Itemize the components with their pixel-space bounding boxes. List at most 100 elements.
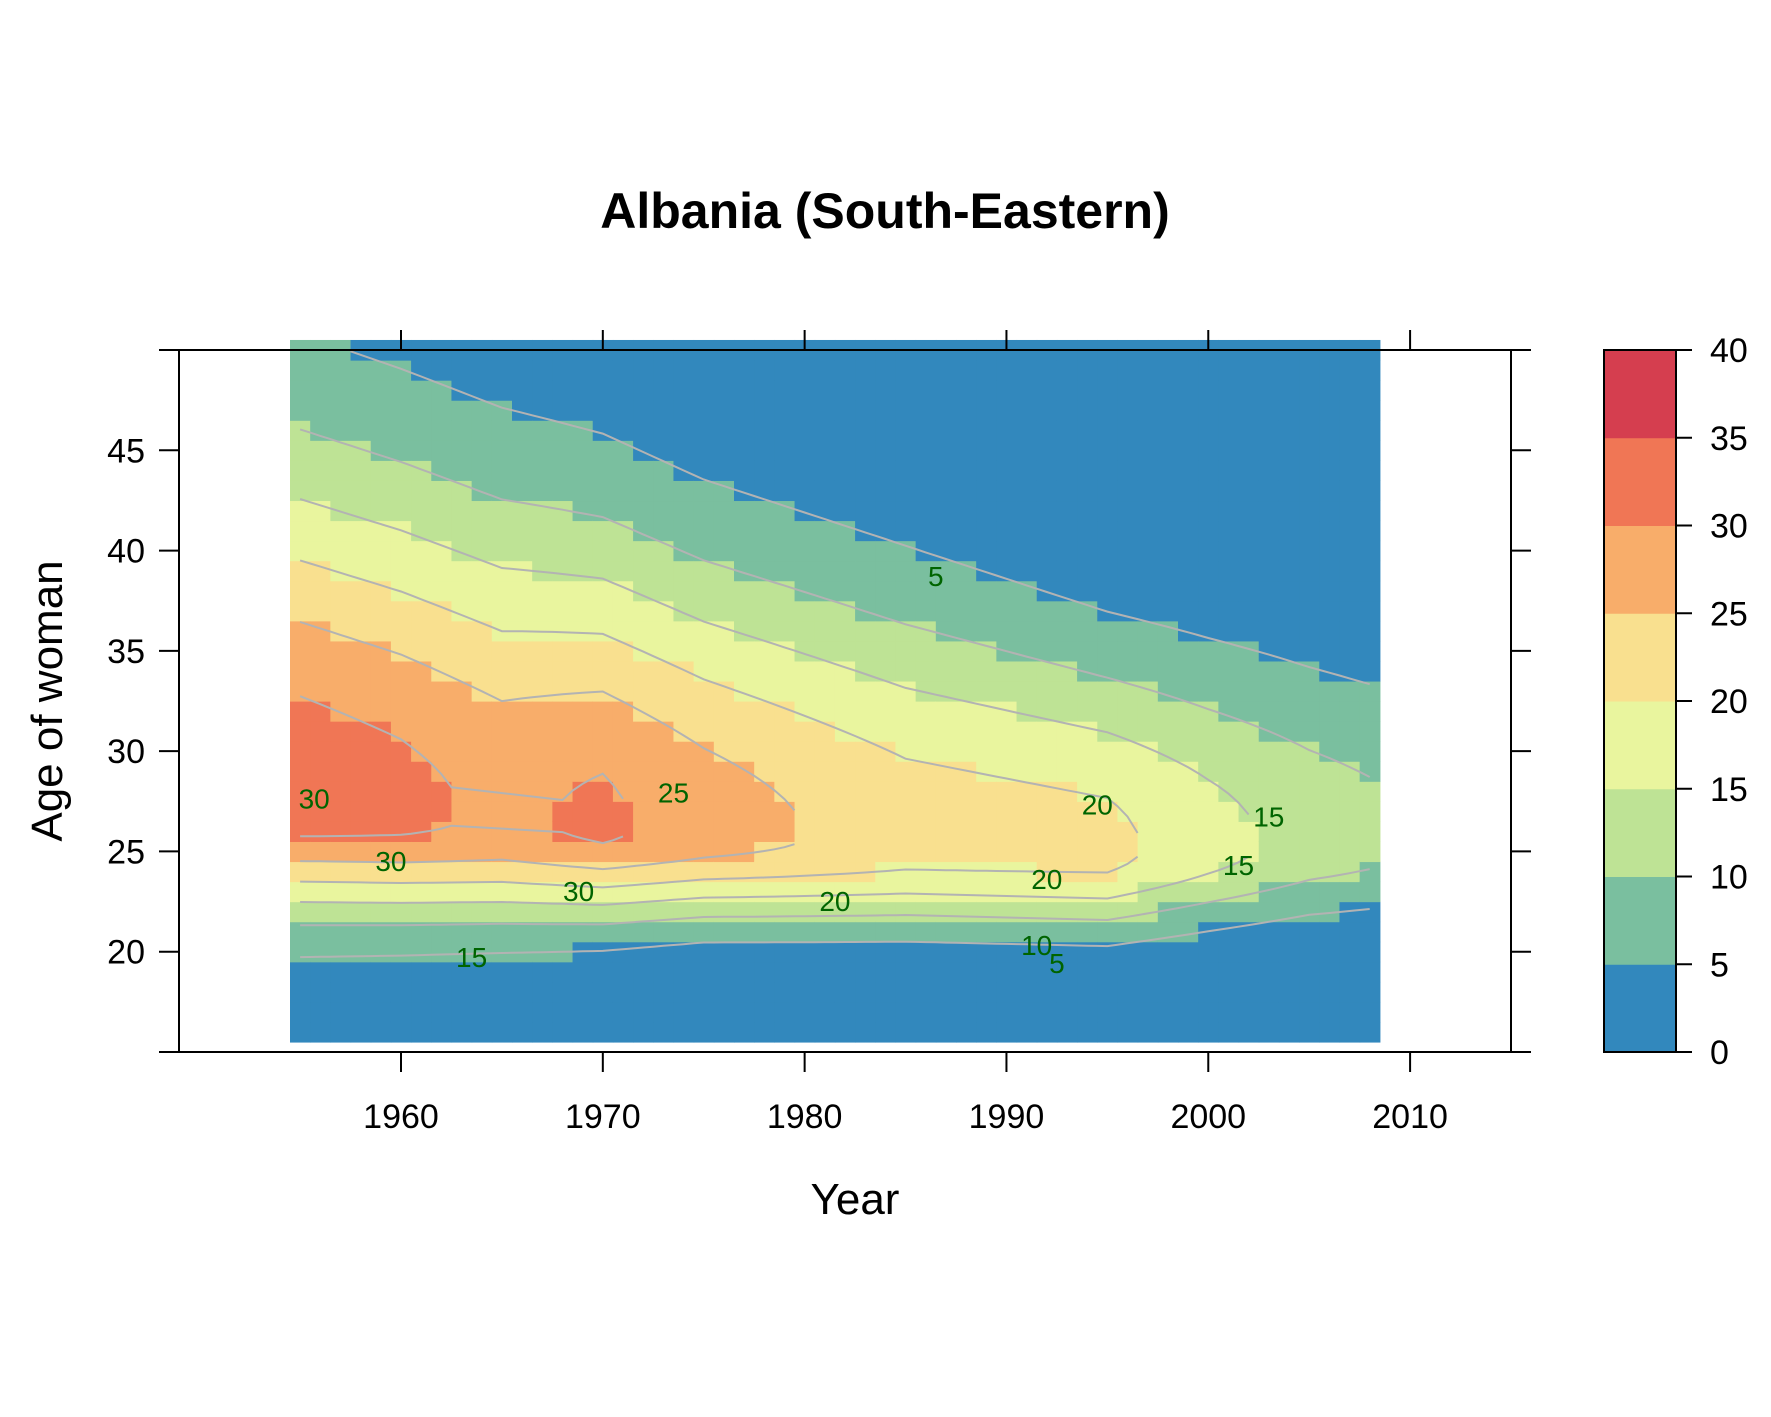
heatmap-cell (956, 520, 977, 542)
heatmap-cell (350, 660, 372, 682)
heatmap-cell (1056, 380, 1078, 401)
heatmap-cell (310, 821, 331, 842)
heatmap-cell (855, 821, 876, 842)
heatmap-cell (1137, 781, 1159, 802)
heatmap-cell (734, 620, 755, 642)
heatmap-cell (1036, 801, 1058, 822)
heatmap-cell (895, 400, 917, 421)
heatmap-cell (673, 981, 695, 1003)
heatmap-cell (713, 1001, 735, 1023)
heatmap-cell (1238, 540, 1260, 562)
heatmap-cell (1137, 500, 1159, 522)
heatmap-cell (1056, 480, 1078, 502)
heatmap-cell (290, 440, 311, 461)
heatmap-cell (572, 721, 594, 742)
heatmap-cell (1056, 420, 1078, 441)
heatmap-cell (976, 981, 997, 1003)
heatmap-cell (1198, 520, 1219, 542)
heatmap-cell (996, 560, 1018, 582)
heatmap-cell (1238, 841, 1260, 863)
heatmap-cell (1097, 901, 1119, 923)
heatmap-cell (1178, 600, 1199, 622)
heatmap-cell (1238, 580, 1260, 602)
heatmap-cell (552, 680, 574, 702)
heatmap-cell (1238, 881, 1260, 903)
heatmap-cell (734, 821, 755, 842)
heatmap-cell (431, 1001, 453, 1023)
heatmap-cell (653, 480, 675, 502)
heatmap-cell (431, 881, 453, 903)
heatmap-cell (834, 580, 856, 602)
heatmap-cell (1258, 660, 1280, 682)
heatmap-cell (1097, 560, 1119, 582)
heatmap-cell (814, 701, 836, 722)
heatmap-cell (996, 1001, 1018, 1023)
heatmap-cell (1339, 540, 1361, 562)
heatmap-cell (1299, 961, 1320, 983)
heatmap-cell (1036, 420, 1058, 441)
heatmap-cell (956, 400, 977, 421)
heatmap-cell (693, 600, 715, 622)
heatmap-cell (814, 480, 836, 502)
heatmap-cell (855, 741, 876, 762)
heatmap-cell (330, 981, 352, 1003)
heatmap-cell (471, 380, 493, 401)
heatmap-cell (370, 801, 392, 822)
heatmap-cell (592, 600, 614, 622)
heatmap-cell (734, 520, 755, 542)
heatmap-cell (1238, 680, 1260, 702)
heatmap-cell (1278, 981, 1300, 1003)
heatmap-cell (976, 841, 997, 863)
heatmap-cell (390, 440, 412, 461)
heatmap-cell (512, 420, 533, 441)
heatmap-cell (915, 520, 937, 542)
heatmap-cell (1157, 580, 1179, 602)
heatmap-cell (834, 1021, 856, 1043)
heatmap-cell (310, 660, 331, 682)
heatmap-cell (754, 400, 775, 421)
heatmap-cell (1299, 741, 1320, 762)
heatmap-cell (996, 1021, 1018, 1043)
heatmap-cell (1238, 460, 1260, 481)
heatmap-cell (996, 881, 1018, 903)
heatmap-cell (612, 420, 634, 441)
heatmap-cell (1198, 480, 1219, 502)
heatmap-cell (875, 620, 897, 642)
heatmap-cell (814, 620, 836, 642)
heatmap-cell (1258, 460, 1280, 481)
heatmap-cell (673, 660, 695, 682)
heatmap-cell (1218, 360, 1240, 381)
heatmap-cell (612, 520, 634, 542)
heatmap-cell (1299, 420, 1320, 441)
heatmap-cell (1278, 660, 1300, 682)
heatmap-cell (976, 941, 997, 963)
heatmap-cell (996, 500, 1018, 522)
heatmap-cell (330, 1001, 352, 1023)
heatmap-cell (491, 761, 513, 782)
heatmap-cell (612, 680, 634, 702)
heatmap-cell (774, 560, 796, 582)
heatmap-cell (653, 861, 675, 883)
heatmap-cell (1198, 701, 1219, 722)
legend-swatch (1604, 525, 1676, 614)
heatmap-cell (1278, 420, 1300, 441)
heatmap-cell (1056, 660, 1078, 682)
heatmap-cell (451, 620, 473, 642)
heatmap-cell (855, 801, 876, 822)
heatmap-cell (915, 941, 937, 963)
heatmap-cell (1278, 460, 1300, 481)
heatmap-cell (1238, 741, 1260, 762)
heatmap-cell (734, 781, 755, 802)
heatmap-cell (1198, 400, 1219, 421)
heatmap-cell (1016, 841, 1038, 863)
heatmap-cell (754, 781, 775, 802)
heatmap-cell (612, 821, 634, 842)
heatmap-cell (1077, 520, 1098, 542)
heatmap-cell (370, 420, 392, 441)
heatmap-cell (491, 801, 513, 822)
heatmap-cell (1218, 721, 1240, 742)
heatmap-cell (1218, 420, 1240, 441)
heatmap-cell (1097, 680, 1119, 702)
heatmap-cell (1198, 761, 1219, 782)
heatmap-cell (1016, 680, 1038, 702)
